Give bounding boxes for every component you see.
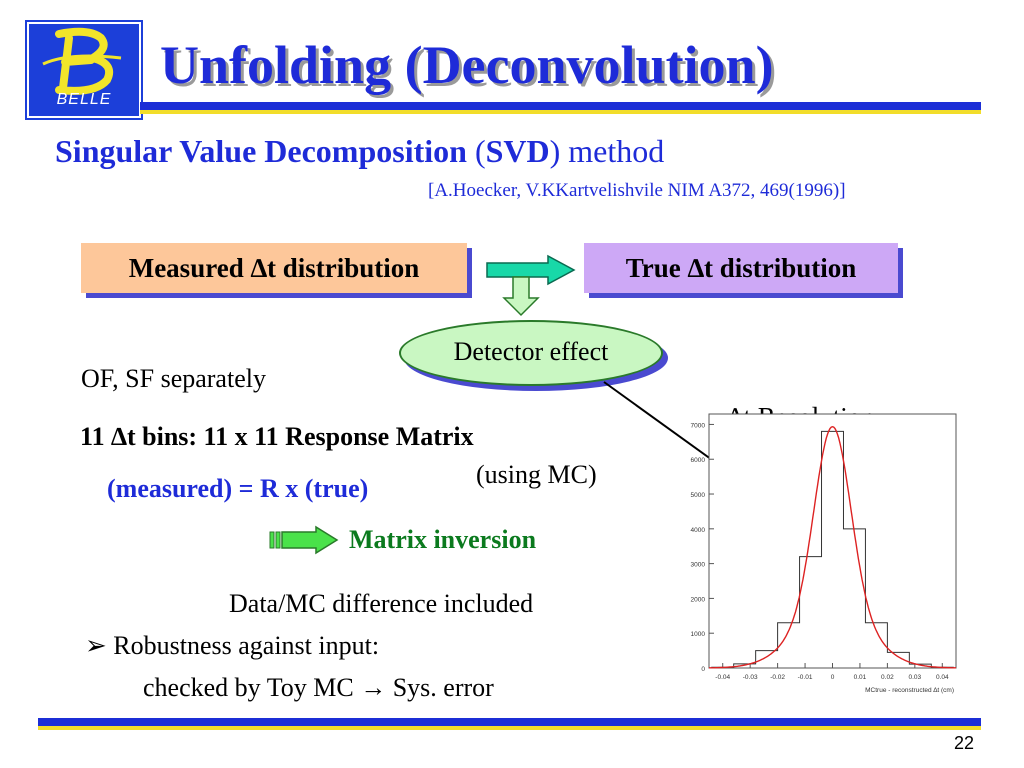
- footer-rule-yellow: [38, 726, 981, 730]
- page-title: Unfolding (Deconvolution): [160, 35, 774, 95]
- checked-text: checked by Toy MC → Sys. error: [143, 673, 494, 702]
- x-tick-label: -0.03: [743, 674, 758, 681]
- reference-citation: [A.Hoecker, V.KKartvelishvile NIM A372, …: [428, 180, 846, 201]
- x-tick-label: 0.01: [854, 674, 867, 681]
- belle-logo-text: BELLE: [56, 91, 112, 108]
- subtitle-abbr: SVD: [485, 133, 550, 169]
- robustness-text: ➢ Robustness against input:: [85, 631, 380, 660]
- using-mc-text: (using MC): [476, 460, 597, 489]
- y-tick-label: 1000: [691, 631, 706, 638]
- y-tick-label: 4000: [691, 527, 706, 534]
- detector-effect-ellipse: Detector effect: [399, 320, 663, 386]
- belle-logo: BELLE: [27, 22, 141, 118]
- data-mc-text: Data/MC difference included: [229, 589, 534, 618]
- x-tick-label: 0.02: [881, 674, 894, 681]
- belle-b-icon: [42, 27, 122, 95]
- footer-rule-blue: [38, 718, 981, 726]
- matrix-inversion-arrow-icon: [269, 525, 339, 555]
- x-tick-label: -0.04: [715, 674, 730, 681]
- x-axis-label: MCtrue - reconstructed ∆t (cm): [865, 687, 954, 694]
- bins-text: 11 ∆t bins: 11 x 11 Response Matrix: [80, 422, 474, 451]
- subtitle-bold: Singular Value Decomposition: [55, 133, 467, 169]
- y-tick-label: 5000: [691, 492, 706, 499]
- x-tick-label: 0.03: [909, 674, 922, 681]
- subtitle: Singular Value Decomposition (SVD) metho…: [55, 133, 664, 170]
- y-tick-label: 0: [701, 666, 705, 673]
- fit-curve: [709, 425, 956, 669]
- x-tick-label: -0.02: [770, 674, 785, 681]
- equation-text: (measured) = R x (true): [107, 474, 369, 503]
- matrix-inversion-text: Matrix inversion: [349, 525, 537, 554]
- plot-frame: [708, 413, 957, 669]
- right-arrow-icon: [486, 254, 576, 286]
- measured-distribution-box: Measured ∆t distribution: [81, 243, 467, 293]
- x-tick-label: -0.01: [798, 674, 813, 681]
- y-tick-label: 2000: [691, 596, 706, 603]
- title-rule-blue: [140, 102, 981, 110]
- of-sf-text: OF, SF separately: [81, 364, 266, 393]
- page-number: 22: [954, 733, 975, 753]
- true-distribution-box: True ∆t distribution: [584, 243, 898, 293]
- down-arrow-icon: [502, 276, 540, 317]
- resolution-histogram-plot: 7000 6000 5000 4000 3000 2000 1000 0 -0.04 -0.03 -…: [691, 413, 957, 694]
- y-tick-label: 7000: [691, 422, 706, 429]
- x-tick-label: 0.04: [936, 674, 949, 681]
- x-tick-label: 0: [831, 674, 835, 681]
- subtitle-paren-open: (: [466, 133, 486, 169]
- title-rule-yellow: [140, 110, 981, 114]
- y-tick-label: 6000: [691, 457, 706, 464]
- y-tick-label: 3000: [691, 562, 706, 569]
- subtitle-rest: ) method: [549, 133, 665, 169]
